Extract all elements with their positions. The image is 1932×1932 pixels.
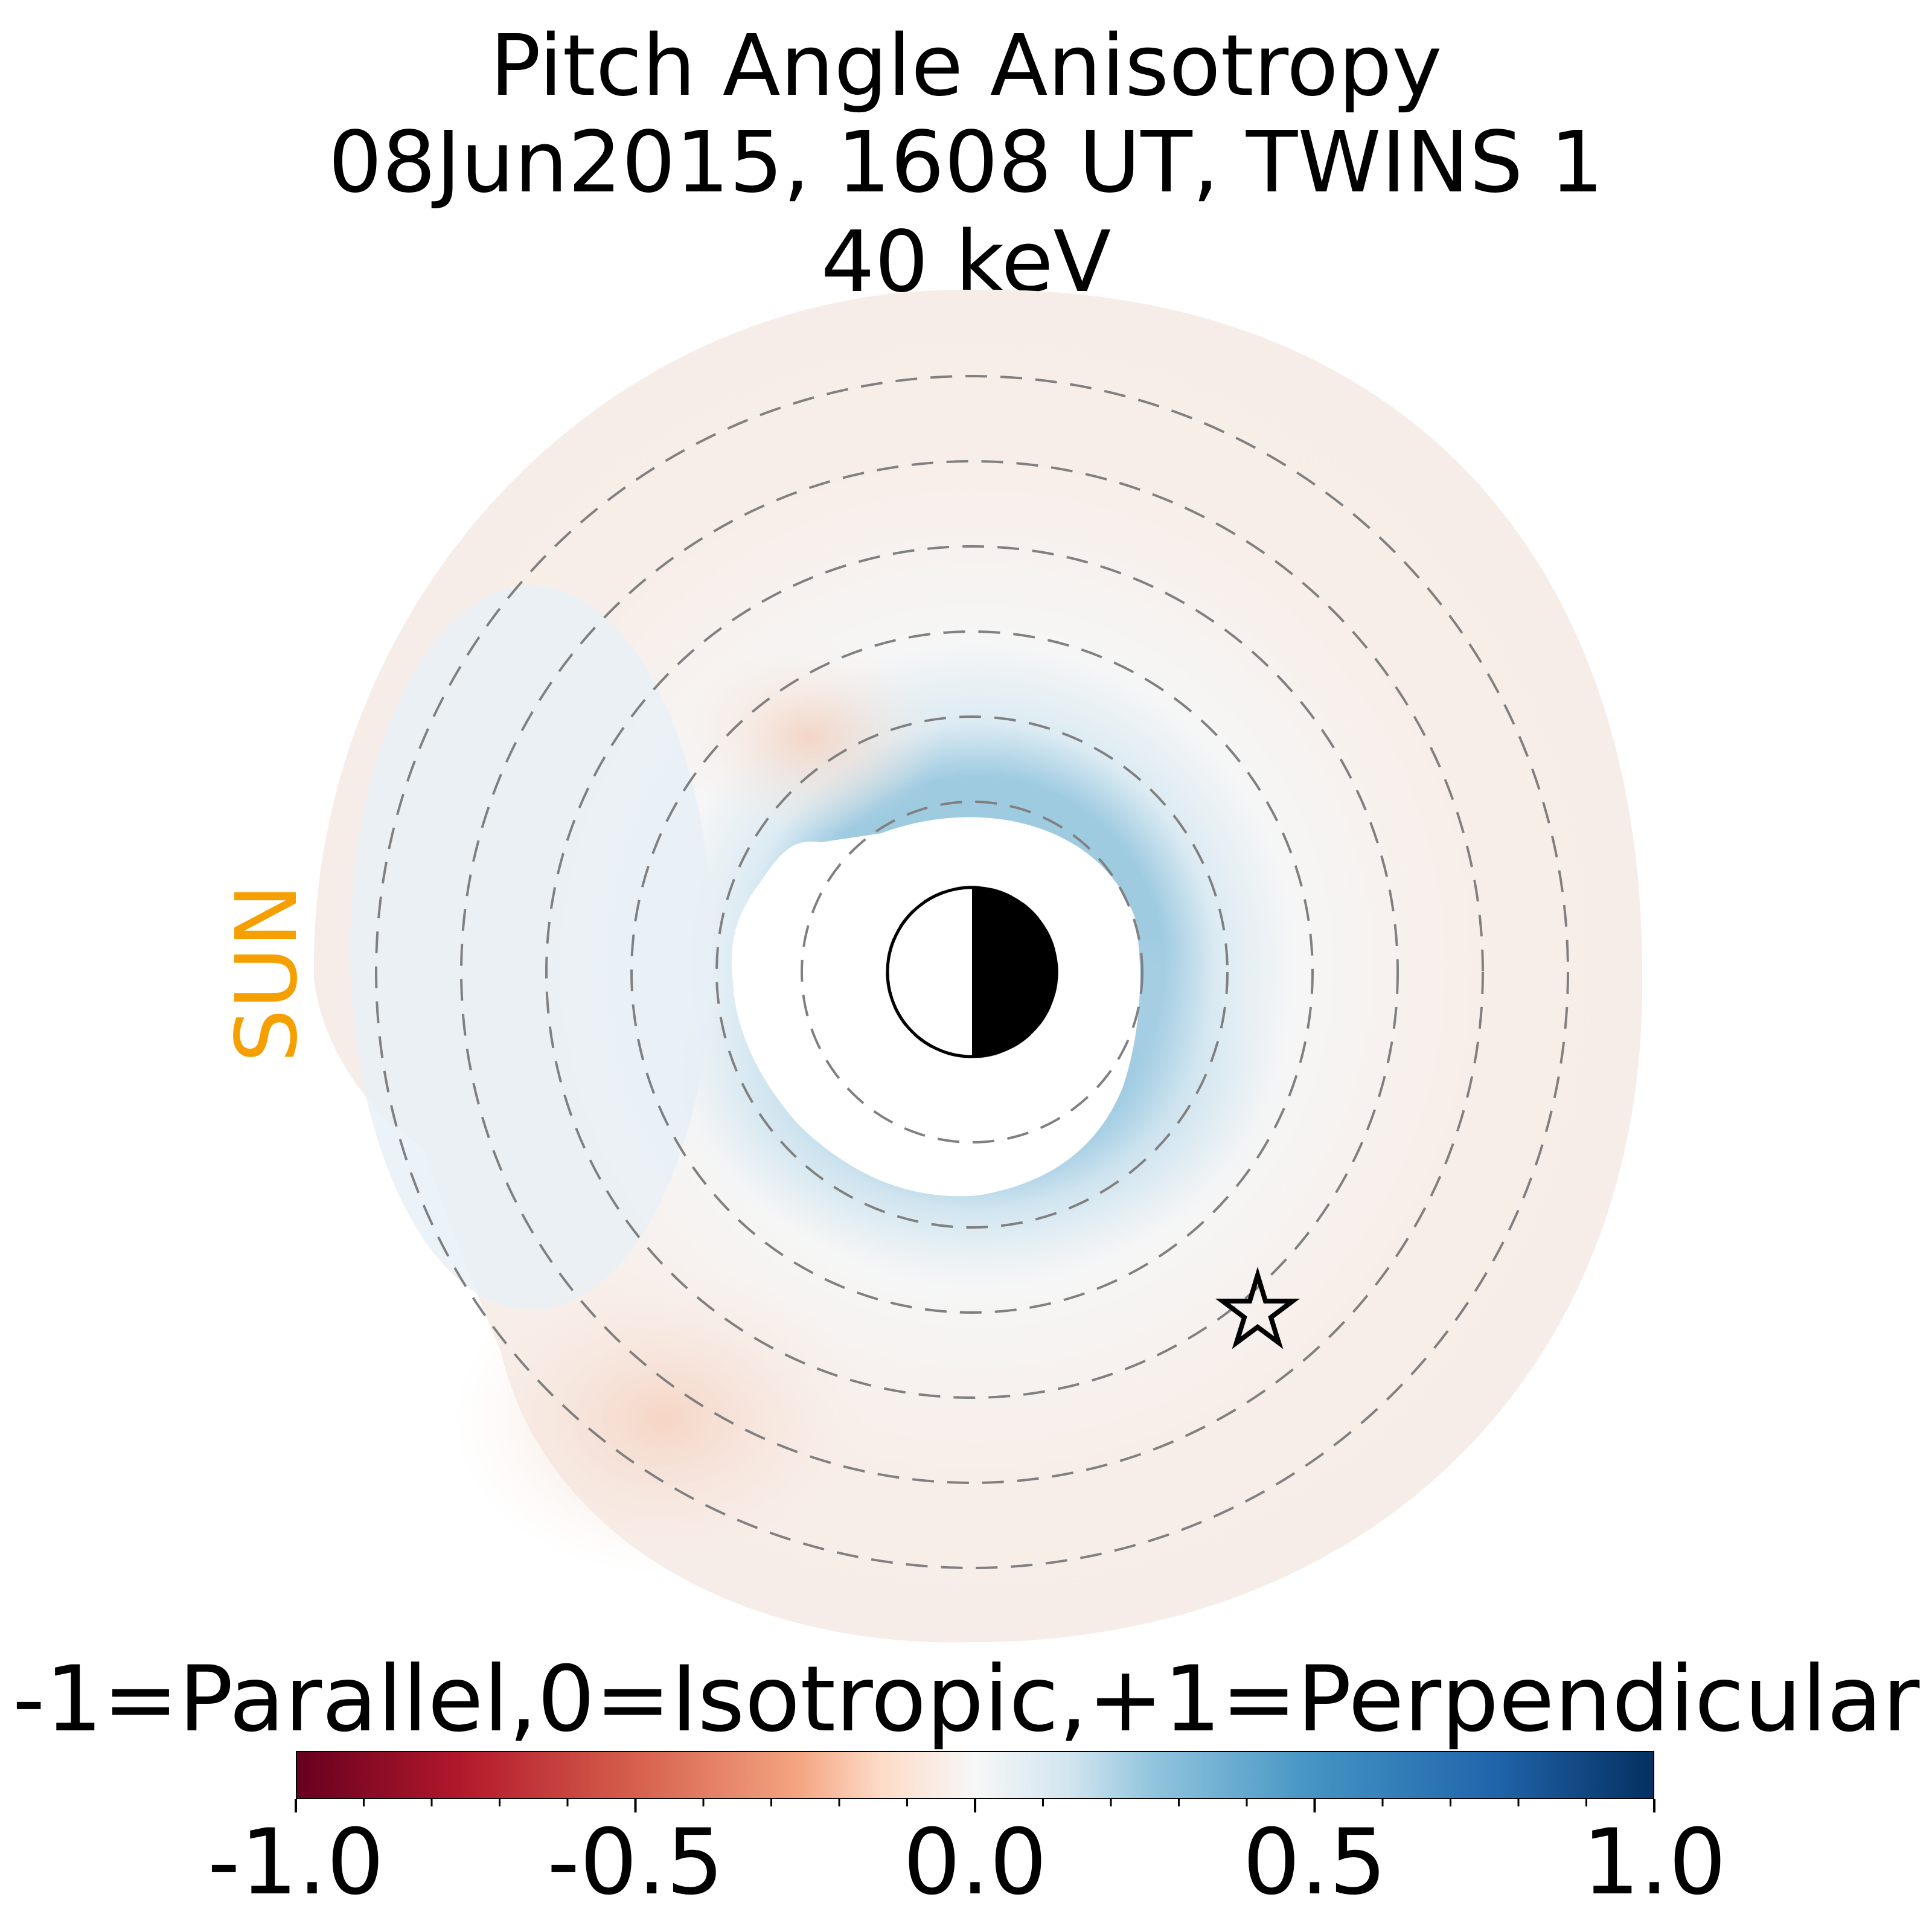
colorbar-tick-label: 1.0 [1582,1810,1727,1915]
chart-title-line-2: 08Jun2015, 1608 UT, TWINS 1 [328,114,1604,212]
post-midnight-red-patch [453,1262,875,1576]
colorbar-label: -1=Parallel,0=Isotropic,+1=Perpendicular [12,1647,1920,1752]
colorbar [296,1751,1654,1799]
dayside-blue-patch [350,586,712,1310]
upper-red-patch [676,640,942,833]
earth-icon [886,886,1058,1058]
grid-circle [715,715,1229,1229]
grid-circle [545,545,1399,1399]
colorbar-tick-label: -1.0 [207,1810,385,1915]
grid-circle [460,460,1484,1484]
sun-direction-label: SUN [218,883,316,1063]
colorbar-tick-label: 0.0 [903,1810,1048,1915]
star-icon [1215,1267,1300,1349]
colorbar-tick-label: 0.5 [1243,1810,1387,1915]
grid-circle [375,375,1569,1569]
colorbar-tick-label: -0.5 [547,1810,724,1915]
chart-title-line-1: Pitch Angle Anisotropy [490,17,1442,115]
grid-circle [630,630,1314,1314]
grid-circle [801,801,1144,1144]
polar-grid [375,375,1569,1569]
